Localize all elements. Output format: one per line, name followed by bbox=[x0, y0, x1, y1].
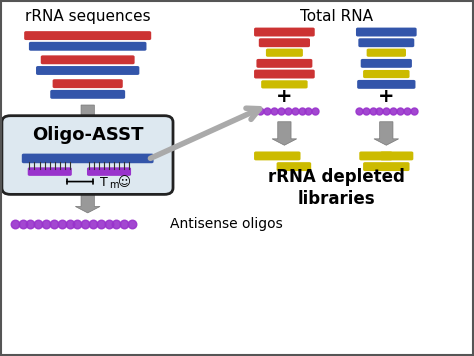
FancyBboxPatch shape bbox=[254, 27, 315, 37]
Text: Total RNA: Total RNA bbox=[300, 9, 373, 23]
Text: +: + bbox=[378, 87, 394, 106]
FancyBboxPatch shape bbox=[356, 27, 417, 37]
FancyBboxPatch shape bbox=[259, 38, 310, 47]
FancyBboxPatch shape bbox=[36, 66, 139, 75]
Text: m: m bbox=[109, 180, 118, 190]
FancyBboxPatch shape bbox=[29, 42, 146, 51]
FancyBboxPatch shape bbox=[24, 31, 151, 40]
FancyBboxPatch shape bbox=[41, 56, 135, 64]
FancyBboxPatch shape bbox=[53, 79, 123, 88]
FancyArrow shape bbox=[272, 122, 297, 145]
FancyBboxPatch shape bbox=[361, 59, 412, 68]
FancyBboxPatch shape bbox=[256, 59, 312, 68]
FancyBboxPatch shape bbox=[358, 38, 414, 47]
FancyBboxPatch shape bbox=[87, 167, 131, 176]
FancyBboxPatch shape bbox=[22, 154, 154, 163]
FancyArrow shape bbox=[374, 122, 399, 145]
Text: T: T bbox=[100, 176, 108, 189]
FancyBboxPatch shape bbox=[357, 80, 415, 89]
FancyBboxPatch shape bbox=[277, 162, 311, 171]
FancyBboxPatch shape bbox=[261, 80, 308, 89]
FancyArrow shape bbox=[75, 105, 100, 127]
Text: rRNA depleted
libraries: rRNA depleted libraries bbox=[268, 168, 405, 208]
FancyBboxPatch shape bbox=[28, 167, 72, 176]
FancyBboxPatch shape bbox=[363, 70, 410, 78]
FancyBboxPatch shape bbox=[380, 152, 413, 160]
FancyBboxPatch shape bbox=[50, 90, 125, 99]
Text: ☺: ☺ bbox=[118, 176, 130, 189]
FancyArrow shape bbox=[75, 189, 100, 213]
FancyBboxPatch shape bbox=[254, 70, 315, 79]
FancyBboxPatch shape bbox=[266, 48, 303, 57]
Text: Oligo-ASST: Oligo-ASST bbox=[32, 126, 144, 143]
Text: +: + bbox=[276, 87, 292, 106]
Text: rRNA sequences: rRNA sequences bbox=[25, 9, 151, 23]
FancyBboxPatch shape bbox=[254, 152, 301, 160]
FancyBboxPatch shape bbox=[2, 116, 173, 194]
FancyBboxPatch shape bbox=[363, 162, 410, 171]
FancyBboxPatch shape bbox=[367, 48, 406, 57]
FancyBboxPatch shape bbox=[359, 152, 392, 160]
Text: Antisense oligos: Antisense oligos bbox=[170, 217, 283, 231]
